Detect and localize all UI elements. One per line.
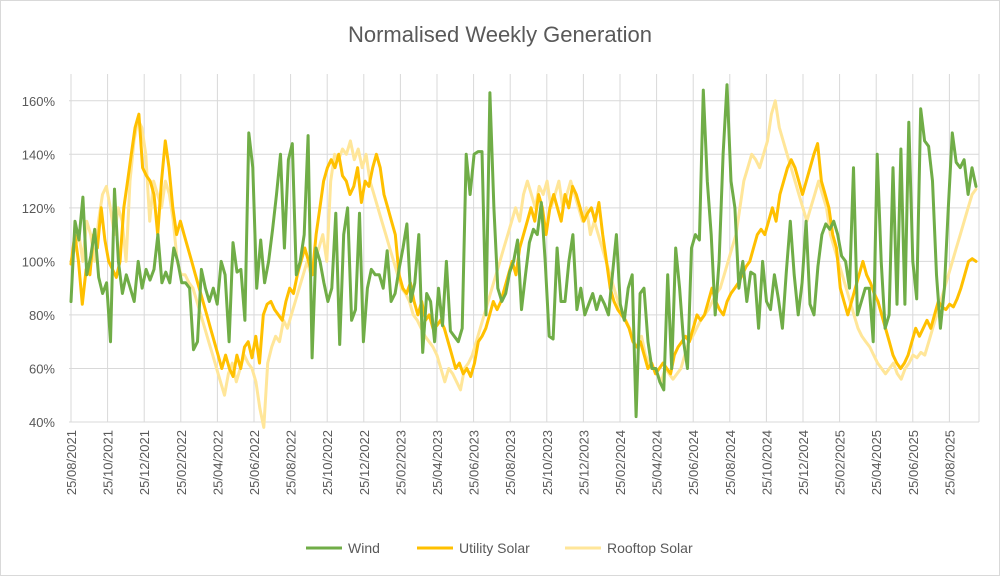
x-tick-label: 25/08/2022	[284, 430, 299, 495]
y-tick-label: 40%	[29, 415, 55, 430]
x-tick-label: 25/08/2025	[942, 430, 957, 495]
series-line-wind	[69, 83, 978, 419]
x-tick-label: 25/08/2024	[723, 430, 738, 495]
legend-label-utility-solar: Utility Solar	[459, 540, 530, 556]
x-tick-label: 25/08/2021	[64, 430, 79, 495]
x-axis-ticks: 25/08/2021 25/10/2021 25/12/2021 25/02/2022…	[64, 430, 957, 495]
x-tick-label: 25/02/2024	[613, 430, 628, 495]
y-tick-label: 60%	[29, 361, 55, 376]
x-tick-label: 25/12/2021	[137, 430, 152, 495]
x-tick-label: 25/02/2022	[174, 430, 189, 495]
x-tick-label: 25/04/2024	[650, 430, 665, 495]
x-tick-label: 25/12/2024	[796, 430, 811, 495]
y-axis-ticks: 40% 60% 80% 100% 120% 140% 160%	[22, 94, 56, 430]
x-tick-label: 25/06/2025	[906, 430, 921, 495]
chart-title: Normalised Weekly Generation	[348, 22, 652, 47]
y-tick-label: 80%	[29, 308, 55, 323]
x-tick-label: 25/04/2025	[869, 430, 884, 495]
legend-label-wind: Wind	[348, 540, 380, 556]
y-tick-label: 100%	[22, 254, 56, 269]
x-tick-label: 25/06/2022	[247, 430, 262, 495]
x-tick-label: 25/08/2023	[503, 430, 518, 495]
x-tick-label: 25/02/2023	[393, 430, 408, 495]
x-tick-label: 25/10/2023	[540, 430, 555, 495]
legend: Wind Utility Solar Rooftop Solar	[306, 540, 693, 556]
gridlines	[69, 74, 980, 423]
x-tick-label: 25/12/2023	[576, 430, 591, 495]
y-tick-label: 140%	[22, 147, 56, 162]
series-lines	[69, 83, 978, 429]
y-tick-label: 120%	[22, 201, 56, 216]
legend-label-rooftop-solar: Rooftop Solar	[607, 540, 693, 556]
y-tick-label: 160%	[22, 94, 56, 109]
x-tick-label: 25/12/2022	[357, 430, 372, 495]
x-tick-label: 25/10/2021	[101, 430, 116, 495]
x-tick-label: 25/06/2023	[467, 430, 482, 495]
x-tick-label: 25/02/2025	[833, 430, 848, 495]
x-tick-label: 25/06/2024	[686, 430, 701, 495]
x-tick-label: 25/04/2022	[210, 430, 225, 495]
x-tick-label: 25/04/2023	[430, 430, 445, 495]
series-line-utility-solar	[69, 112, 978, 378]
x-tick-label: 25/10/2022	[320, 430, 335, 495]
series-line-rooftop-solar	[69, 99, 978, 429]
x-tick-label: 25/10/2024	[759, 430, 774, 495]
